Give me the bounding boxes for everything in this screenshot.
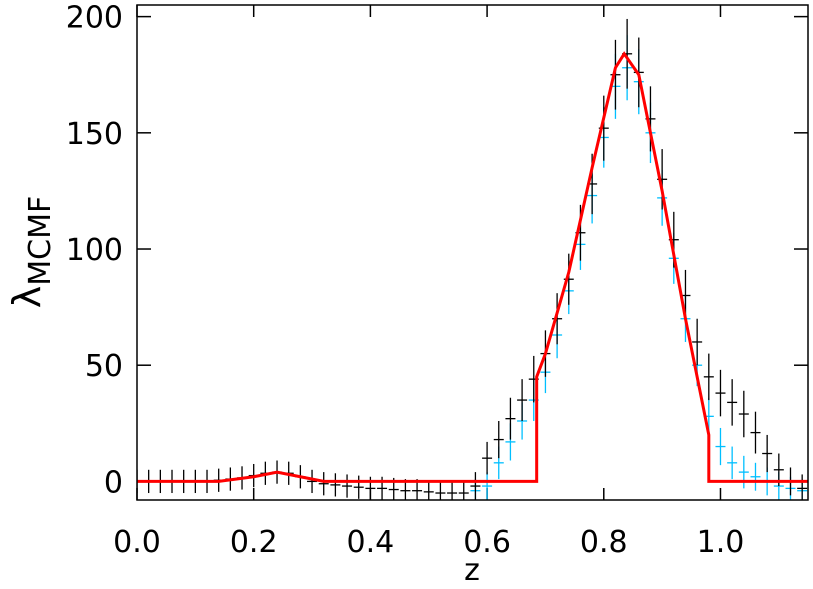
x-tick-label: 0.4 <box>347 525 395 560</box>
y-axis-label-sub: MCMF <box>23 196 58 286</box>
model-line <box>137 51 808 483</box>
x-axis-label: z <box>464 553 480 588</box>
y-axis-label-main: λ <box>5 286 49 309</box>
x-tick-label: 0.2 <box>230 525 278 560</box>
y-tick-label: 100 <box>66 233 123 268</box>
y-tick-label: 150 <box>66 117 123 152</box>
x-tick-label: 1.0 <box>697 525 745 560</box>
x-tick-label: 0.0 <box>113 525 161 560</box>
y-tick-label: 200 <box>66 1 123 36</box>
y-axis-label: λMCMF <box>5 196 58 308</box>
x-tick-label: 0.6 <box>463 525 511 560</box>
plot-frame <box>136 4 809 501</box>
y-tick-label: 50 <box>85 349 123 384</box>
y-tick-label: 0 <box>104 465 123 500</box>
x-tick-label: 0.8 <box>580 525 628 560</box>
